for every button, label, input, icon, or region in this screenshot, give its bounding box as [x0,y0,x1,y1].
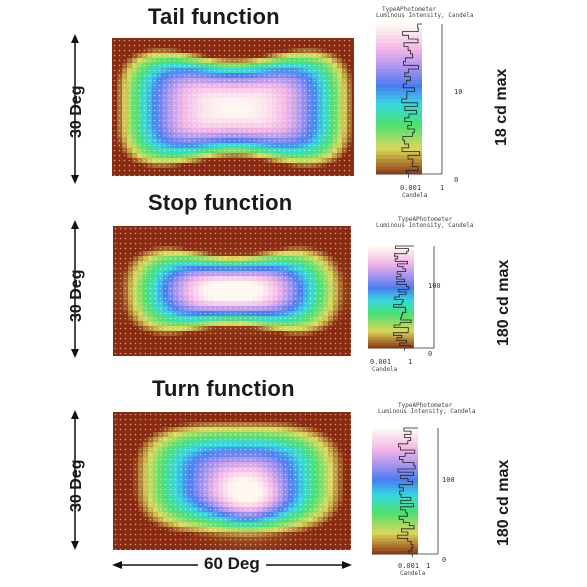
legend-mid-tick-tail: 10 [454,88,463,96]
legend-zero-tick-turn: 0 [442,556,447,564]
legend-stop-svg [368,245,435,351]
legend-turn-svg [372,427,439,558]
legend-header-1-turn: TypeAPhotometer [398,402,453,409]
panel-title-tail: Tail function [148,4,280,29]
legend-unit-turn: Candela [400,570,426,577]
vertical-arrow-tail [60,34,90,184]
legend-low-tick-tail: 0.001 [400,184,422,192]
legend-header-1-tail: TypeAPhotometer [382,6,437,13]
legend-unit-stop: Candela [372,366,398,373]
heatmap-turn-svg [113,412,351,550]
right-max-label-tail: 18 cd max [493,68,510,146]
left-axis-label-tail: 30 Deg [68,85,85,138]
heatmap-turn [113,412,351,550]
heatmap-tail-svg [112,38,354,176]
legend-top-tick-stop: 1 [408,358,413,366]
legend-tail [374,10,458,182]
heatmap-stop-svg [113,226,351,356]
vertical-arrow-stop [60,220,90,358]
heatmap-tail [112,38,354,176]
left-axis-label-turn: 30 Deg [68,459,85,512]
legend-header-2-tail: Luminous Intensity, Candela [376,12,474,19]
vertical-arrow-turn [60,410,90,550]
right-max-label-stop: 180 cd max [495,259,512,346]
legend-header-1-stop: TypeAPhotometer [398,216,453,223]
legend-mid-tick-stop: 100 [428,282,441,290]
legend-zero-tick-tail: 0 [454,176,459,184]
bottom-axis-label: 60 Deg [198,554,266,574]
heatmap-stop [113,226,351,356]
legend-zero-tick-stop: 0 [428,350,433,358]
legend-turn [370,414,454,562]
panel-title-stop: Stop function [148,190,293,215]
legend-unit-tail: Candela [402,192,428,199]
legend-low-tick-stop: 0.001 [370,358,392,366]
legend-stop [366,232,450,356]
right-max-label-turn: 180 cd max [495,459,512,546]
legend-header-2-turn: Luminous Intensity, Candela [378,408,476,415]
legend-tail-svg [376,23,443,178]
legend-header-2-stop: Luminous Intensity, Candela [376,222,474,229]
panel-title-turn: Turn function [152,376,295,401]
legend-mid-tick-turn: 100 [442,476,455,484]
left-axis-label-stop: 30 Deg [68,269,85,322]
legend-low-tick-turn: 0.001 [398,562,420,570]
legend-top-tick-tail: 1 [440,184,445,192]
legend-top-tick-turn: 1 [426,562,431,570]
